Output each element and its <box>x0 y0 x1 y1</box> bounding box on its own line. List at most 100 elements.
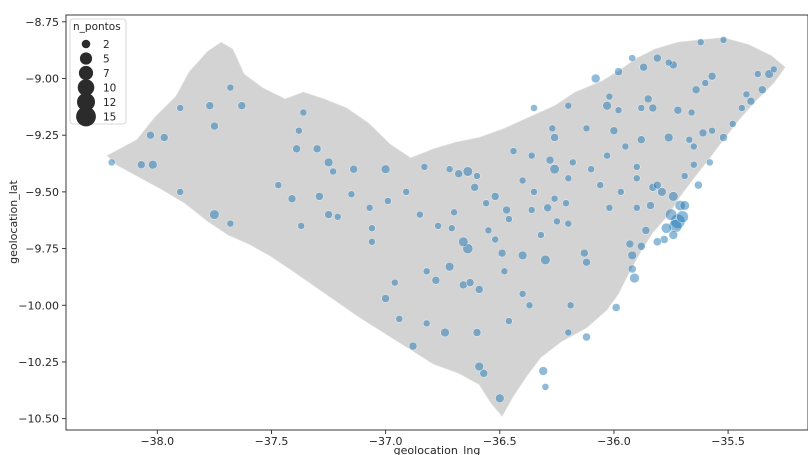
data-point <box>738 104 746 112</box>
data-point <box>582 124 591 133</box>
data-point <box>299 108 308 117</box>
data-point <box>637 104 645 112</box>
data-points <box>107 36 778 403</box>
data-point <box>287 194 297 203</box>
data-point <box>137 160 146 169</box>
data-point <box>368 224 376 232</box>
data-point <box>368 238 376 246</box>
y-tick-label: −10.50 <box>18 413 59 426</box>
data-point <box>543 203 552 213</box>
data-point <box>146 130 155 140</box>
data-point <box>391 278 399 287</box>
data-point <box>423 267 431 275</box>
data-point <box>676 210 689 224</box>
data-point <box>295 126 303 135</box>
legend-marker <box>77 79 95 96</box>
data-point <box>209 209 220 220</box>
data-point <box>548 124 556 133</box>
legend-entry-label: 12 <box>103 97 116 109</box>
data-point <box>580 248 589 258</box>
data-point <box>694 180 703 190</box>
data-point <box>176 188 184 196</box>
axes-frame <box>65 14 808 431</box>
data-point <box>107 158 116 167</box>
data-point <box>668 191 679 202</box>
x-tick-label: −38.0 <box>140 435 174 448</box>
data-point <box>484 226 493 235</box>
data-point <box>637 135 646 144</box>
data-point <box>629 273 640 284</box>
data-point <box>518 290 527 298</box>
data-point <box>347 190 356 198</box>
data-point <box>334 213 342 221</box>
data-point <box>697 38 705 46</box>
legend-entries: 2 5 7 10 12 15 <box>76 39 116 127</box>
data-point <box>454 169 463 178</box>
data-point <box>509 147 518 155</box>
data-point <box>545 155 555 165</box>
data-point <box>550 133 559 142</box>
data-point <box>646 201 655 210</box>
data-point <box>497 248 507 258</box>
data-point <box>612 303 621 312</box>
data-point <box>537 231 545 239</box>
data-point <box>226 83 235 92</box>
data-point <box>602 101 612 111</box>
data-point <box>475 285 484 294</box>
data-point <box>648 103 657 113</box>
data-point <box>525 301 534 309</box>
data-point <box>416 210 424 219</box>
data-point <box>639 62 648 72</box>
data-point <box>502 205 511 215</box>
data-point <box>465 278 475 287</box>
data-point <box>653 53 662 63</box>
legend-marker <box>81 39 91 49</box>
data-point <box>628 54 636 62</box>
data-point <box>329 167 337 176</box>
data-point <box>719 36 728 44</box>
y-tick-label: −9.75 <box>25 243 59 256</box>
data-point <box>315 192 324 201</box>
data-point <box>518 176 527 185</box>
data-point <box>641 226 651 235</box>
data-point <box>210 121 219 131</box>
data-point <box>582 258 591 267</box>
data-point <box>148 160 158 170</box>
y-tick-label: −9.50 <box>25 186 59 199</box>
legend-marker <box>77 93 95 111</box>
data-point <box>500 267 509 275</box>
x-tick-label: −37.5 <box>255 435 289 448</box>
data-point <box>491 235 499 244</box>
data-point <box>440 327 450 338</box>
y-tick-label: −10.00 <box>18 299 59 312</box>
data-point <box>505 215 513 223</box>
data-point <box>550 194 559 203</box>
data-point <box>274 181 282 189</box>
data-point <box>445 262 455 272</box>
y-axis-label: geolocation_lat <box>7 179 20 263</box>
data-point <box>176 104 184 112</box>
data-point <box>770 65 778 74</box>
data-point <box>495 393 505 403</box>
data-point <box>528 151 536 160</box>
data-point <box>633 204 641 212</box>
data-point <box>324 210 333 219</box>
legend-box <box>69 18 127 125</box>
legend-title: n_pontos <box>73 21 121 33</box>
data-point <box>349 164 358 174</box>
data-point <box>614 106 623 114</box>
data-point <box>719 133 728 142</box>
data-point <box>617 188 625 196</box>
data-point <box>637 242 646 251</box>
legend: n_pontos 2 5 7 10 12 15 <box>69 18 127 127</box>
y-tick-label: −10.25 <box>18 356 59 369</box>
data-point <box>482 199 490 207</box>
data-point <box>653 180 662 190</box>
data-point <box>633 163 641 171</box>
data-point <box>530 104 538 112</box>
data-point <box>237 101 247 110</box>
x-axis-label: geolocation_lng <box>394 444 481 455</box>
data-point <box>549 164 560 175</box>
data-point <box>384 197 392 205</box>
data-point <box>445 165 454 173</box>
